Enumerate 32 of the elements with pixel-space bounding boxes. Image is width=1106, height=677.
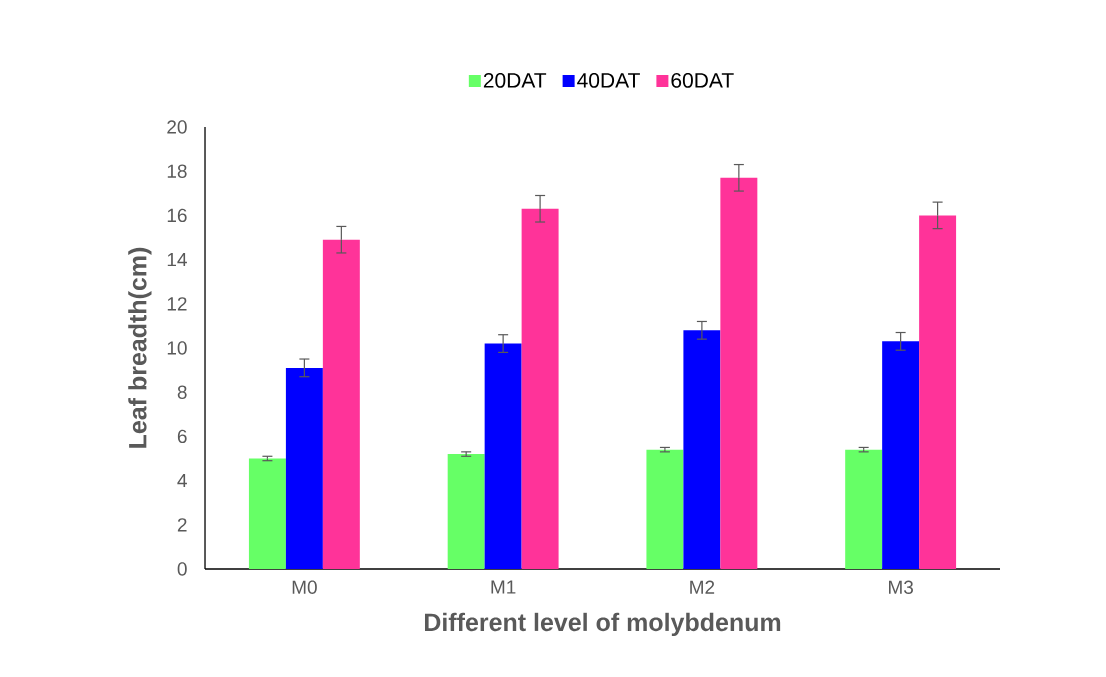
y-tick-label: 14 bbox=[167, 253, 187, 267]
bar bbox=[720, 177, 758, 569]
bar bbox=[882, 341, 920, 569]
bar bbox=[683, 330, 721, 569]
legend-label: 40DAT bbox=[577, 72, 640, 88]
y-tick-label: 4 bbox=[177, 474, 187, 488]
x-tick-label: M3 bbox=[889, 580, 913, 594]
x-axis-title: Different level of molybdenum bbox=[424, 612, 781, 637]
bar bbox=[322, 239, 360, 569]
bar bbox=[919, 215, 957, 569]
y-tick-label: 6 bbox=[177, 429, 187, 444]
bar bbox=[447, 454, 485, 569]
x-tick-label: M1 bbox=[491, 580, 516, 594]
y-tick-label: 16 bbox=[167, 208, 187, 223]
legend-label: 20DAT bbox=[483, 72, 547, 88]
x-tick-label: M0 bbox=[292, 580, 317, 594]
bar bbox=[248, 458, 286, 569]
y-tick-label: 12 bbox=[167, 297, 187, 311]
y-tick-label: 20 bbox=[167, 120, 187, 134]
bar bbox=[285, 367, 323, 569]
y-tick-label: 8 bbox=[177, 385, 187, 399]
bar bbox=[521, 208, 559, 569]
y-tick-label: 0 bbox=[177, 562, 187, 576]
x-tick-label: M2 bbox=[690, 580, 715, 594]
bar bbox=[845, 449, 883, 569]
y-axis-title: Leaf breadth(cm) bbox=[128, 247, 152, 448]
y-tick-label: 2 bbox=[177, 518, 187, 532]
y-tick-label: 10 bbox=[167, 341, 187, 355]
bar bbox=[484, 343, 522, 569]
bar bbox=[646, 449, 684, 569]
legend-label: 60DAT bbox=[671, 72, 734, 88]
y-tick-label: 18 bbox=[167, 164, 187, 178]
